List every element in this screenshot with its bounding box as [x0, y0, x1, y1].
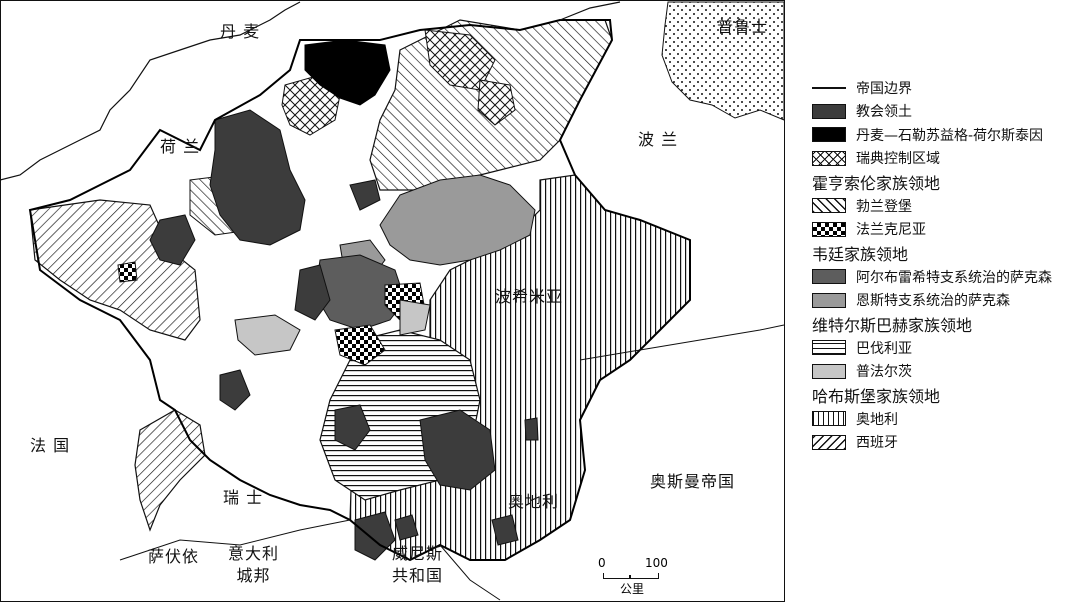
label-prussia: 普鲁士: [717, 17, 769, 36]
label-ottoman: 奥斯曼帝国: [650, 472, 736, 491]
legend-item-austria: 奥地利: [812, 407, 1080, 431]
franconia-region-2: [334, 324, 386, 366]
label-austria: 奥地利: [508, 492, 560, 511]
label-venice: 威尼斯 共和国: [392, 544, 444, 585]
legend-item-bavaria: 巴伐利亚: [812, 336, 1080, 360]
scale-hundred: 100: [645, 556, 668, 570]
label-switzerland: 瑞 士: [223, 488, 264, 507]
legend-swatch-church: [812, 103, 846, 119]
legend-group-habsburg: 哈布斯堡家族领地: [812, 387, 941, 406]
map-canvas: [0, 0, 785, 602]
legend-swatch-bavaria: [812, 340, 846, 356]
legend-swatch-albertine: [812, 269, 846, 285]
scale-unit: 公里: [620, 582, 645, 596]
church-region-11: [524, 417, 539, 441]
ottoman-border: [579, 324, 785, 361]
scale-zero: 0: [598, 556, 606, 570]
legend-item-albertine: 阿尔布雷希特支系统治的萨克森: [812, 265, 1080, 289]
map: 丹 麦 普鲁士 荷 兰 波 兰 波希米亚 法 国 奥地利 奥斯曼帝国 瑞 士 萨…: [0, 0, 785, 602]
legend-item-brandenburg: 勃兰登堡: [812, 194, 1080, 218]
legend-group-hohenzollern: 霍亨索伦家族领地: [812, 174, 941, 193]
church-region-10: [491, 514, 519, 546]
coastline-baltic: [559, 1, 621, 21]
legend-swatch-ernestine: [812, 292, 846, 308]
palatinate-region-1: [234, 314, 301, 356]
south-border: [439, 544, 501, 601]
church-region-5: [334, 404, 371, 451]
label-savoy: 萨伏依: [148, 547, 200, 566]
legend-swatch-dsh: [812, 127, 846, 143]
legend-item-border: 帝国边界: [812, 76, 1080, 100]
legend-border-line: [812, 86, 846, 89]
legend-group-wittelsbach: 维特尔斯巴赫家族领地: [812, 316, 973, 335]
coastline-north: [0, 1, 301, 181]
church-region-8: [219, 369, 251, 411]
legend-item-church: 教会领土: [812, 100, 1080, 124]
scale-line: [603, 573, 659, 579]
legend-swatch-austria: [812, 411, 846, 427]
legend-item-franconia: 法兰克尼亚: [812, 218, 1080, 242]
legend-item-ernestine: 恩斯特支系统治的萨克森: [812, 289, 1080, 313]
label-denmark: 丹 麦: [220, 22, 261, 41]
legend-item-sweden: 瑞典控制区域: [812, 147, 1080, 171]
palatinate-region-2: [399, 299, 431, 336]
legend-item-dsh: 丹麦—石勒苏益格-荷尔斯泰因: [812, 123, 1080, 147]
church-region-2: [149, 214, 196, 266]
legend-swatch-sweden: [812, 150, 846, 166]
ernestine-region: [379, 174, 536, 266]
legend-item-palatinate: 普法尔茨: [812, 360, 1080, 384]
sweden-region-3: [477, 79, 516, 126]
legend-swatch-palatinate: [812, 363, 846, 379]
church-region-4: [419, 409, 496, 491]
prussia-region: [661, 1, 785, 121]
legend-group-wettin: 韦廷家族领地: [812, 245, 909, 264]
dsh-region: [304, 39, 391, 106]
legend-swatch-spain: [812, 434, 846, 450]
label-netherlands: 荷 兰: [160, 137, 201, 156]
label-poland: 波 兰: [638, 130, 679, 149]
franconia-region-3: [117, 261, 138, 283]
legend: 帝国边界 教会领土 丹麦—石勒苏益格-荷尔斯泰因 瑞典控制区域 霍亨索伦家族领地…: [812, 76, 1080, 454]
empire-border: [28, 19, 691, 562]
label-france: 法 国: [30, 436, 71, 455]
label-bohemia: 波希米亚: [495, 287, 564, 306]
legend-item-spain: 西班牙: [812, 431, 1080, 455]
spain-region-south: [134, 409, 206, 532]
church-region-1: [209, 109, 306, 246]
church-region-9: [349, 179, 381, 211]
scale-bar: 0 100 公里: [598, 556, 668, 596]
legend-swatch-franconia: [812, 221, 846, 237]
label-italian-states: 意大利 城邦: [228, 544, 280, 585]
italy-border: [119, 519, 351, 561]
church-region-7: [394, 514, 419, 541]
church-region-3: [294, 264, 331, 321]
legend-swatch-brandenburg: [812, 198, 846, 214]
